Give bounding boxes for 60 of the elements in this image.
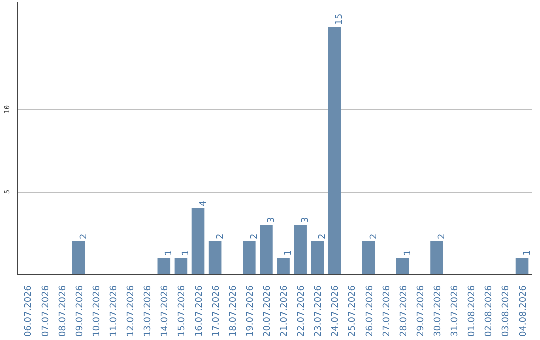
bar bbox=[362, 242, 376, 274]
bar bbox=[311, 242, 324, 274]
data-label: 2 bbox=[318, 234, 328, 240]
x-tick-label: 29.07.2026 bbox=[416, 285, 426, 338]
data-label: 15 bbox=[335, 14, 346, 26]
x-tick-label: 10.07.2026 bbox=[92, 285, 102, 338]
x-tick-label: 04.08.2026 bbox=[518, 285, 529, 338]
bar bbox=[158, 258, 171, 274]
x-tick-label: 06.07.2026 bbox=[24, 285, 34, 338]
x-tick-label: 17.07.2026 bbox=[212, 285, 222, 338]
data-label: 1 bbox=[164, 250, 175, 256]
bar bbox=[294, 225, 307, 274]
x-tick-label: 21.07.2026 bbox=[280, 285, 290, 338]
x-tick-label: 07.07.2026 bbox=[41, 285, 52, 338]
x-tick-label: 19.07.2026 bbox=[246, 285, 256, 338]
x-tick-label: 15.07.2026 bbox=[178, 285, 188, 338]
data-label: 2 bbox=[250, 234, 260, 240]
bar bbox=[243, 242, 256, 274]
data-label: 4 bbox=[198, 200, 209, 207]
x-tick-label: 14.07.2026 bbox=[160, 285, 171, 338]
bar bbox=[260, 225, 273, 274]
data-label: 2 bbox=[369, 234, 380, 240]
x-tick-label: 01.08.2026 bbox=[468, 285, 478, 338]
x-tick-label: 22.07.2026 bbox=[297, 285, 308, 338]
data-label: 1 bbox=[182, 250, 192, 256]
bar bbox=[430, 242, 444, 274]
x-tick-label: 13.07.2026 bbox=[144, 285, 154, 338]
x-tick-label: 30.07.2026 bbox=[434, 285, 444, 338]
x-tick-label: 26.07.2026 bbox=[365, 285, 376, 338]
x-tick-label: 03.08.2026 bbox=[502, 285, 512, 338]
bar bbox=[72, 242, 86, 274]
bar bbox=[208, 242, 222, 274]
x-tick-label: 11.07.2026 bbox=[109, 285, 120, 338]
bar bbox=[174, 258, 188, 274]
x-tick-label: 16.07.2026 bbox=[194, 285, 205, 338]
bar bbox=[396, 258, 410, 274]
bar bbox=[192, 208, 205, 274]
bar bbox=[277, 258, 290, 274]
x-tick-label: 24.07.2026 bbox=[331, 285, 342, 338]
x-tick-label: 08.07.2026 bbox=[58, 285, 68, 338]
x-tick-label: 02.08.2026 bbox=[484, 285, 495, 338]
data-label: 1 bbox=[522, 250, 533, 256]
data-label: 3 bbox=[266, 217, 277, 224]
x-tick-label: 23.07.2026 bbox=[314, 285, 324, 338]
data-label: 2 bbox=[438, 234, 448, 240]
data-label: 1 bbox=[284, 250, 294, 256]
data-label: 2 bbox=[216, 234, 226, 240]
data-label: 2 bbox=[79, 234, 90, 240]
x-tick-label: 12.07.2026 bbox=[126, 285, 137, 338]
x-tick-label: 28.07.2026 bbox=[399, 285, 410, 338]
x-tick-label: 09.07.2026 bbox=[75, 285, 86, 338]
bar bbox=[328, 27, 342, 274]
x-tick-label: 27.07.2026 bbox=[382, 285, 392, 338]
data-label: 1 bbox=[403, 250, 414, 256]
x-tick-label: 31.07.2026 bbox=[450, 285, 461, 338]
x-tick-label: 25.07.2026 bbox=[348, 285, 358, 338]
data-label: 3 bbox=[301, 217, 312, 224]
x-tick-label: 18.07.2026 bbox=[228, 285, 239, 338]
bar bbox=[516, 258, 529, 274]
x-tick-label: 20.07.2026 bbox=[262, 285, 273, 338]
